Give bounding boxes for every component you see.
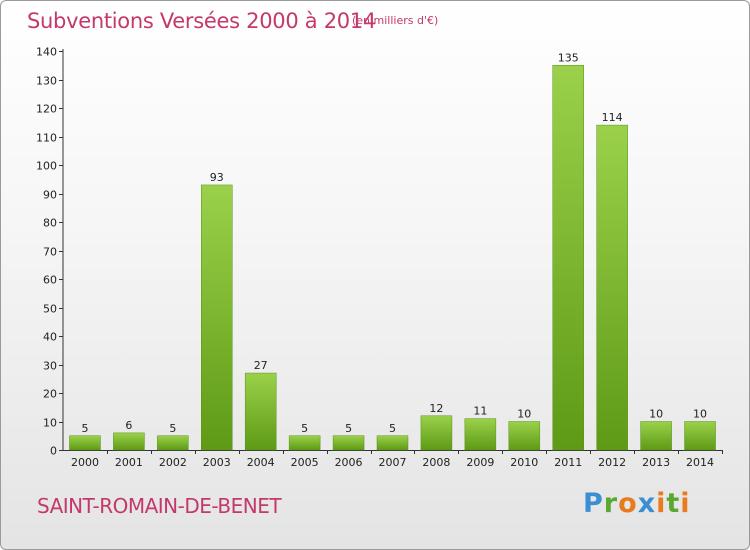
y-tick-label: 120 <box>36 103 57 116</box>
commune-name: SAINT-ROMAIN-DE-BENET <box>37 494 282 518</box>
bar-2013 <box>640 421 672 451</box>
x-tick-label-2011: 2011 <box>554 456 582 469</box>
y-tick-label: 10 <box>43 417 57 430</box>
x-tick-label-2001: 2001 <box>115 456 143 469</box>
x-tick-label-2006: 2006 <box>335 456 363 469</box>
x-tick-label-2012: 2012 <box>598 456 626 469</box>
bar-2011 <box>552 65 584 451</box>
y-tick-label: 70 <box>43 246 57 259</box>
value-label-2004: 27 <box>254 359 268 372</box>
bar-2001 <box>113 432 145 451</box>
y-tick-label: 40 <box>43 331 57 344</box>
chart-title: Subventions Versées 2000 à 2014 <box>27 9 376 33</box>
value-label-2010: 10 <box>517 408 531 421</box>
x-tick-label-2009: 2009 <box>466 456 494 469</box>
x-tick-label-2013: 2013 <box>642 456 670 469</box>
bar-2000 <box>69 435 101 451</box>
y-tick-label: 100 <box>36 160 57 173</box>
y-tick-label: 30 <box>43 360 57 373</box>
bar-2007 <box>376 435 409 451</box>
value-label-2013: 10 <box>649 408 663 421</box>
x-tick-label-2000: 2000 <box>71 456 99 469</box>
bar-2010 <box>508 421 541 451</box>
bar-2002 <box>157 435 189 451</box>
chart-subtitle: (en milliers d'€) <box>352 14 439 27</box>
value-label-2012: 114 <box>602 111 623 124</box>
chart-axes: 0 10 20 30 40 50 60 70 80 90 100 110 120 130 140 <box>36 46 723 458</box>
x-tick-label-2003: 2003 <box>203 456 231 469</box>
x-tick-label-2010: 2010 <box>510 456 538 469</box>
y-tick-label: 90 <box>43 189 57 202</box>
proxiti-logo: Proxiti <box>583 488 691 519</box>
bar-2012 <box>596 124 628 451</box>
x-tick-label-2002: 2002 <box>159 456 187 469</box>
y-tick-label: 130 <box>36 75 57 88</box>
value-label-2000: 5 <box>81 422 88 435</box>
y-tick-label: 0 <box>50 445 57 458</box>
value-label-2003: 93 <box>210 171 224 184</box>
value-label-2011: 135 <box>558 51 579 64</box>
bar-2003 <box>201 184 233 451</box>
value-label-2008: 12 <box>429 402 443 415</box>
y-tick-label: 20 <box>43 388 57 401</box>
value-label-2014: 10 <box>693 408 707 421</box>
y-tick-label: 80 <box>43 217 57 230</box>
x-tick-label-2007: 2007 <box>379 456 407 469</box>
bar-2008 <box>420 415 453 451</box>
x-tick-label-2014: 2014 <box>686 456 714 469</box>
x-tick-label-2005: 2005 <box>291 456 319 469</box>
value-label-2006: 5 <box>345 422 352 435</box>
x-tick-label-2004: 2004 <box>247 456 275 469</box>
value-label-2007: 5 <box>389 422 396 435</box>
chart-labels: 5 2000 6 2001 5 2002 93 2003 27 2004 5 2005 5 2006 5 20… <box>71 51 714 469</box>
y-tick-label: 60 <box>43 274 57 287</box>
bar-2004 <box>244 372 277 451</box>
y-tick-label: 140 <box>36 46 57 59</box>
bar-2006 <box>332 435 365 451</box>
bar-2009 <box>464 418 497 451</box>
value-label-2005: 5 <box>301 422 308 435</box>
value-label-2009: 11 <box>473 405 487 418</box>
value-label-2002: 5 <box>169 422 176 435</box>
y-tick-label: 50 <box>43 303 57 316</box>
value-label-2001: 6 <box>125 419 132 432</box>
bar-2005 <box>288 435 321 451</box>
bar-2014 <box>684 421 716 451</box>
chart-bars <box>69 65 716 451</box>
x-tick-label-2008: 2008 <box>422 456 450 469</box>
y-tick-label: 110 <box>36 132 57 145</box>
